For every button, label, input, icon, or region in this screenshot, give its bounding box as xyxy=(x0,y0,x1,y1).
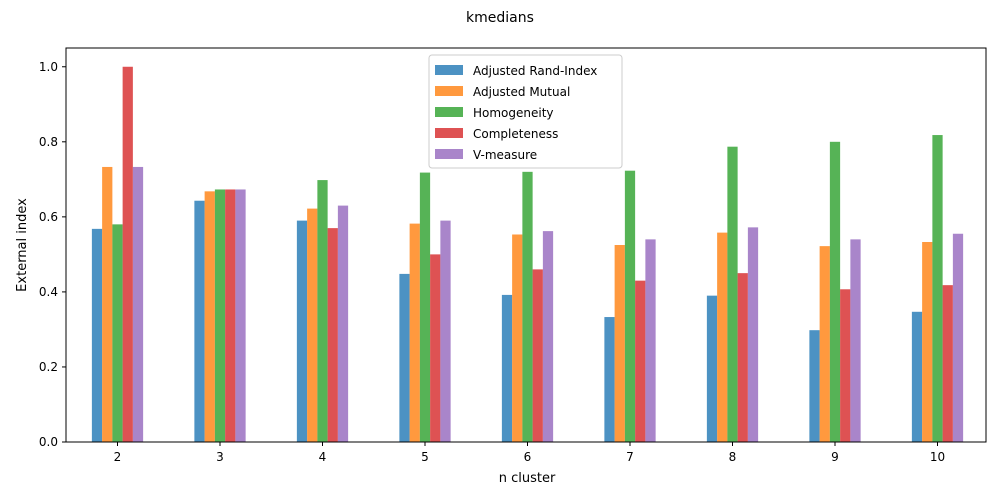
legend-label: Adjusted Mutual xyxy=(473,85,570,99)
bar xyxy=(532,269,543,442)
bar xyxy=(91,228,103,442)
bar xyxy=(102,166,113,442)
y-tick-label: 0.2 xyxy=(39,360,58,374)
plot-frame xyxy=(65,47,987,443)
bar xyxy=(932,135,943,442)
bars-layer xyxy=(91,66,964,443)
bar xyxy=(296,220,308,442)
bar xyxy=(604,317,615,442)
legend-swatch xyxy=(435,86,463,96)
y-tick-label: 0.0 xyxy=(39,435,58,449)
x-tick-label: 7 xyxy=(626,450,634,464)
bar xyxy=(829,141,841,443)
bar xyxy=(317,180,328,443)
bar xyxy=(952,233,964,442)
legend-label: Adjusted Rand-Index xyxy=(473,64,597,78)
legend-box xyxy=(428,54,623,169)
legend-swatch xyxy=(435,65,463,75)
x-tick-label: 3 xyxy=(216,450,224,464)
bar xyxy=(737,273,748,442)
bar xyxy=(747,227,759,442)
bar xyxy=(204,191,215,442)
x-tick-label: 6 xyxy=(524,450,532,464)
x-tick-label: 9 xyxy=(831,450,839,464)
x-tick-label: 4 xyxy=(319,450,327,464)
bar xyxy=(307,208,318,442)
bar xyxy=(809,330,820,442)
bar xyxy=(614,245,625,442)
y-tick-label: 0.8 xyxy=(39,135,58,149)
legend-swatch xyxy=(435,107,463,117)
y-tick-label: 0.6 xyxy=(39,210,58,224)
legend-label: Homogeneity xyxy=(473,106,554,120)
bar xyxy=(840,289,851,442)
bar xyxy=(911,311,923,442)
chart-title: kmedians xyxy=(466,10,534,26)
legend-swatch xyxy=(435,128,463,138)
bar xyxy=(327,228,338,442)
bar xyxy=(112,224,123,442)
bar xyxy=(645,239,656,442)
x-tick-label: 8 xyxy=(729,450,737,464)
bar xyxy=(399,273,410,442)
bar xyxy=(194,200,205,442)
bar xyxy=(235,189,246,442)
bar xyxy=(225,189,236,442)
x-tick-label: 2 xyxy=(114,450,122,464)
y-tick-label: 0.4 xyxy=(39,285,58,299)
bar xyxy=(542,231,554,442)
bar xyxy=(706,295,718,442)
bar xyxy=(522,171,533,443)
bar xyxy=(819,246,830,442)
bar xyxy=(501,294,513,442)
bar xyxy=(942,285,953,442)
bar xyxy=(717,232,728,442)
axes-layer: 2 3 4 5 6 7 8 9 10 0.0 0.2 0.4 0.6 0.8 1.0 xyxy=(39,47,987,464)
legend-label: Completeness xyxy=(473,127,558,141)
bar xyxy=(440,220,451,442)
legend: Adjusted Rand-Index Adjusted Mutual Homoge… xyxy=(428,54,623,169)
bar xyxy=(922,241,933,442)
bar xyxy=(122,66,133,442)
bar xyxy=(132,166,144,442)
bar xyxy=(850,239,861,442)
bar xyxy=(727,146,738,442)
bar xyxy=(214,189,226,442)
bar xyxy=(512,234,523,442)
x-tick-label: 5 xyxy=(421,450,429,464)
bar xyxy=(430,254,441,442)
bar xyxy=(409,223,420,442)
bar xyxy=(635,280,646,442)
y-axis-label: External index xyxy=(15,198,30,292)
bar xyxy=(624,170,636,442)
x-axis-label: n cluster xyxy=(499,471,556,486)
bar xyxy=(419,172,431,442)
y-tick-label: 1.0 xyxy=(39,60,58,74)
bar xyxy=(337,205,349,442)
legend-label: V-measure xyxy=(473,148,537,162)
x-tick-label: 10 xyxy=(930,450,945,464)
legend-swatch xyxy=(435,149,463,159)
